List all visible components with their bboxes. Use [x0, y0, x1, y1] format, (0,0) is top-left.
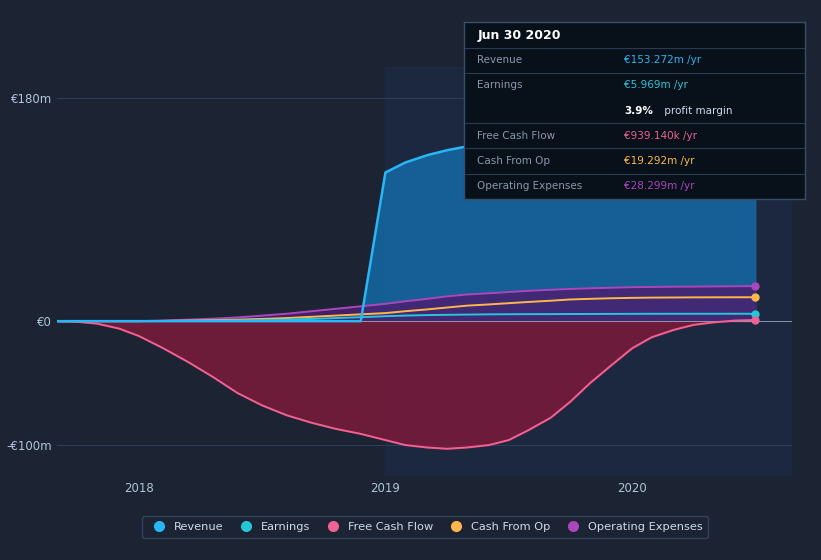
Text: 3.9%: 3.9% — [624, 106, 653, 115]
Text: Earnings: Earnings — [478, 81, 523, 90]
Text: €5.969m /yr: €5.969m /yr — [624, 81, 688, 90]
Text: profit margin: profit margin — [662, 106, 733, 115]
Text: Revenue: Revenue — [478, 55, 523, 65]
Text: €28.299m /yr: €28.299m /yr — [624, 181, 695, 191]
Text: €153.272m /yr: €153.272m /yr — [624, 55, 701, 65]
Text: €939.140k /yr: €939.140k /yr — [624, 131, 697, 141]
Text: Cash From Op: Cash From Op — [478, 156, 551, 166]
Legend: Revenue, Earnings, Free Cash Flow, Cash From Op, Operating Expenses: Revenue, Earnings, Free Cash Flow, Cash … — [142, 516, 708, 538]
Text: Free Cash Flow: Free Cash Flow — [478, 131, 556, 141]
Text: Jun 30 2020: Jun 30 2020 — [478, 29, 561, 41]
Text: Operating Expenses: Operating Expenses — [478, 181, 583, 191]
Bar — [385, 67, 792, 476]
Text: €19.292m /yr: €19.292m /yr — [624, 156, 695, 166]
